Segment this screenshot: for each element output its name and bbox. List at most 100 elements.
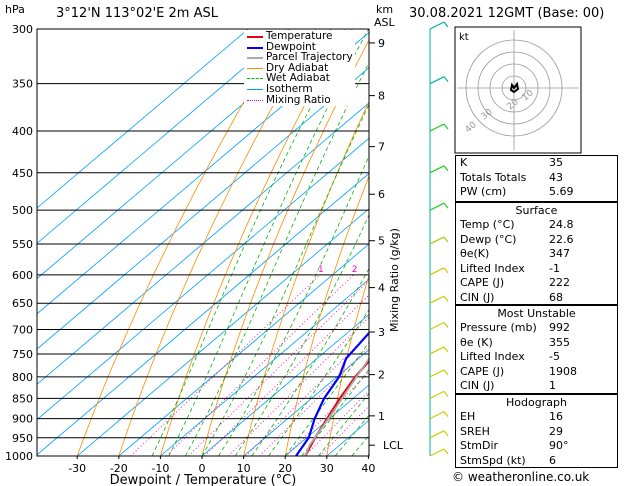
row-label: SREH — [460, 424, 490, 438]
table-row: Temp (°C) 24.8 — [456, 218, 617, 233]
legend-item-temperature: Temperature — [246, 31, 353, 42]
isotherm-line — [37, 67, 369, 350]
row-label: EH — [460, 410, 476, 423]
legend-item-isotherm: Isotherm — [246, 84, 353, 95]
dry-adiabat-line — [243, 100, 369, 456]
wind-barb-feather — [443, 346, 449, 353]
wind-barb — [429, 448, 445, 457]
isotherm-line — [118, 243, 369, 456]
row-value: 16 — [549, 410, 563, 423]
wind-barb-feather — [443, 267, 449, 274]
row-value: 24.8 — [549, 218, 574, 231]
isotherm-line — [37, 137, 369, 421]
row-label: StmSpd (kt) — [460, 453, 526, 467]
wet-adiabat-line — [301, 368, 369, 456]
wet-adiabat-line — [251, 267, 369, 456]
table-row: PW (cm) 5.69 — [456, 185, 617, 200]
wind-barb-feather — [443, 165, 449, 172]
wind-barb-feather — [443, 123, 449, 130]
row-value: 22.6 — [549, 232, 574, 246]
table-row: Dewp (°C) 22.6 — [456, 233, 617, 248]
row-value: 992 — [549, 321, 570, 334]
wind-barb — [429, 202, 445, 211]
wet-adiabat-line — [151, 29, 353, 456]
dry-adiabat-line — [160, 29, 346, 456]
table-row: Lifted Index -1 — [456, 262, 617, 277]
wind-barb — [429, 295, 445, 304]
isotherm-line — [37, 29, 249, 209]
row-label: θe(K) — [460, 247, 490, 261]
location-label: 3°12'N 113°02'E 2m ASL — [56, 6, 218, 21]
km-tick-label: 1 — [378, 410, 385, 423]
pressure-tick-label: 350 — [12, 78, 33, 91]
legend-swatch-dewpoint — [247, 46, 263, 49]
row-value: 355 — [549, 335, 570, 349]
legend-item-dry-adiabat: Dry Adiabat — [246, 62, 353, 74]
wind-barb — [429, 411, 445, 420]
credit-label: © weatheronline.co.uk — [452, 470, 590, 484]
datetime-label: 30.08.2021 12GMT (Base: 00) — [409, 6, 605, 21]
pressure-tick-label: 900 — [12, 413, 33, 426]
pressure-tick-label: 950 — [12, 432, 33, 445]
wind-barb-feather — [443, 430, 449, 437]
legend-label: Dewpoint — [266, 40, 316, 53]
wind-barb — [429, 123, 445, 132]
table-row: Pressure (mb) 992 — [456, 321, 617, 336]
pressure-tick-label: 1000 — [5, 450, 33, 463]
table-row: Lifted Index -5 — [456, 350, 617, 365]
table-row: SREH 29 — [456, 425, 617, 440]
isotherm-line — [243, 349, 369, 456]
isotherm-line — [160, 278, 369, 456]
row-label: Lifted Index — [460, 350, 525, 364]
hodograph-table-title: Hodograph — [506, 396, 567, 409]
legend-item-wet-adiabat: Wet Adiabat — [246, 73, 353, 84]
row-value: 1908 — [549, 364, 577, 378]
legend-item-parcel: Parcel Trajectory — [246, 52, 353, 63]
wind-barb — [429, 165, 445, 174]
row-label: StmDir — [460, 439, 499, 453]
wind-barb-feather — [443, 322, 449, 328]
x-tick-label: 30 — [320, 462, 334, 475]
table-row: CAPE (J) 222 — [456, 276, 617, 291]
asl-unit-label: ASL — [374, 16, 395, 29]
lcl-label: LCL — [383, 439, 404, 452]
plot-frame — [36, 28, 370, 457]
wind-barb — [429, 390, 445, 399]
wet-adiabat-line — [318, 392, 369, 456]
row-label: CAPE (J) — [460, 276, 505, 290]
wet-adiabat-line — [201, 103, 369, 456]
wind-barb-feather — [443, 448, 449, 455]
wet-adiabat-line — [218, 155, 369, 456]
table-row: CAPE (J) 1908 — [456, 365, 617, 380]
x-tick-label: -20 — [110, 462, 128, 475]
most-unstable-table: Most Unstable Pressure (mb) 992 θe (K) 355… — [455, 305, 618, 394]
isotherm-line — [76, 208, 369, 456]
dry-adiabat-line — [284, 175, 369, 456]
isotherm-line — [201, 313, 369, 456]
wind-barb — [429, 369, 445, 378]
pressure-tick-label: 600 — [12, 269, 33, 282]
legend-swatch-parcel — [247, 57, 263, 60]
pressure-tick-label: 700 — [12, 324, 33, 337]
km-tick-label: 5 — [378, 235, 385, 248]
mixing-ratio-line — [130, 274, 321, 456]
table-row: StmSpd (kt) 6 — [456, 454, 617, 469]
km-tick-label: 8 — [378, 90, 385, 103]
x-axis-title: Dewpoint / Temperature (°C) — [110, 473, 297, 486]
row-value: 5.69 — [549, 185, 574, 199]
legend-swatch-temperature — [247, 36, 263, 38]
mixing-ratio-line — [245, 333, 369, 456]
km-tick-label: 7 — [378, 141, 385, 154]
row-value: 43 — [549, 170, 563, 184]
km-tick-label: 6 — [378, 188, 385, 201]
pressure-tick-label: 850 — [12, 392, 33, 405]
row-label: CIN (J) — [460, 290, 495, 304]
row-label: Pressure (mb) — [460, 321, 537, 334]
row-value: 347 — [549, 247, 570, 261]
legend-label: Temperature — [266, 30, 333, 42]
pressure-tick-label: 650 — [12, 297, 33, 310]
x-tick-label: -30 — [68, 462, 86, 475]
wind-barb — [429, 76, 445, 85]
x-tick-label: 10 — [237, 462, 251, 475]
km-tick-label: 3 — [378, 326, 385, 339]
